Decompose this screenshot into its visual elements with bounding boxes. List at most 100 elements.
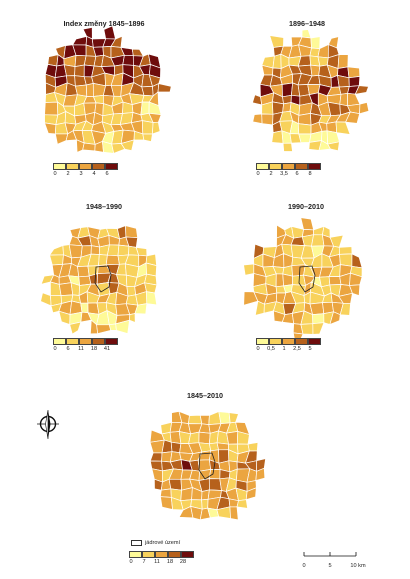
legend-ticks: 0 6 11 18 41 [53,345,118,354]
municipality-area [72,35,88,46]
legend-ticks: 0 2 3,5 6 8 [256,170,321,179]
legend-tick-label: 11 [154,558,160,565]
municipality-area [275,273,284,288]
municipality-area [312,322,325,335]
municipality-area [327,141,340,152]
municipality-area [120,139,135,152]
panel-title-5: 1845–2010 [187,391,223,400]
municipality-area [47,54,59,67]
municipality-area [96,324,112,335]
core-territory-outline [198,452,216,480]
legend-tick-label: 0 [256,170,260,177]
legend-swatch [79,163,92,170]
municipality-area [218,411,231,425]
legend-swatch [168,551,181,558]
legend-swatches [256,163,321,170]
municipality-area [149,452,163,462]
core-territory-label: jádrové území [145,540,181,546]
legend-swatches [53,338,118,345]
municipality-area [261,113,274,126]
legend-swatch [66,338,79,345]
municipality-area [198,431,211,445]
municipality-area [160,488,172,498]
municipality-area [74,64,85,78]
legend-swatch [282,338,295,345]
municipality-area [351,253,363,269]
legend-swatch [53,163,66,170]
legend-tick-label: 3,5 [280,170,288,177]
municipality-area [243,263,255,276]
municipality-area [281,82,293,98]
legend-tick-label: 6 [105,170,109,177]
legend-tick-label: 0 [53,170,57,177]
municipality-area [252,113,263,125]
legend-3: 0 6 11 18 41 [53,338,118,354]
legend-swatch [295,163,308,170]
scale-bar-line [303,552,357,557]
legend-swatch [53,338,66,345]
legend-tick-label: 7 [142,558,146,565]
legend-swatch [105,163,118,170]
scale-tick-5: 5 [328,563,332,569]
legend-tick-label: 0 [129,558,133,565]
municipality-area [77,265,90,278]
legend-tick-label: 2,5 [293,345,301,352]
core-territory-swatch [131,540,142,546]
municipality-area [54,133,69,145]
legend-tick-label: 0 [53,345,57,352]
scale-bar: 0 5 10 km [298,545,366,571]
legend-tick-label: 6 [295,170,299,177]
municipality-area [297,123,312,135]
municipality-area [311,234,325,247]
municipality-area [347,92,361,107]
legend-swatch [92,163,105,170]
municipality-area [44,122,57,135]
legend-swatch [269,163,282,170]
municipality-area [297,112,312,126]
panel-title-4: 1990–2010 [288,202,324,211]
legend-tick-label: 5 [308,345,312,352]
panel-title-3: 1948–1990 [86,202,122,211]
municipality-area [122,54,134,66]
municipality-area [282,142,293,152]
municipality-area [157,83,172,93]
legend-tick-label: 18 [166,558,174,565]
municipality-area [141,120,154,135]
legend-tick-label: 8 [308,170,312,177]
legend-swatches [256,338,321,345]
municipality-area [106,244,120,257]
legend-swatch [142,551,155,558]
municipality-area [40,292,52,307]
municipality-area [298,133,312,143]
municipality-area [199,414,210,425]
municipality-area [328,276,342,286]
legend-tick-label: 4 [92,170,96,177]
municipality-area [254,300,265,316]
municipality-area [105,254,120,266]
municipality-area [236,499,249,509]
municipality-area [115,319,130,335]
legend-tick-label: 6 [66,345,70,352]
municipality-area [339,302,351,316]
municipality-area [216,442,229,451]
municipality-area [229,506,239,521]
legend-swatch [269,338,282,345]
map-1845-2010 [149,410,267,521]
core-territory-outline [298,265,316,293]
legend-swatch [256,338,269,345]
municipality-area [335,121,351,135]
legend-swatch [295,338,308,345]
municipality-area [348,75,361,87]
municipality-area [125,225,139,239]
municipality-area [247,441,259,452]
municipality-area [354,85,369,95]
legend-swatch [155,551,168,558]
municipality-area [141,86,154,97]
municipality-area [82,142,96,152]
legend-tick-label: 18 [90,345,98,352]
municipality-area [309,302,325,315]
municipality-area [159,496,174,510]
municipality-area [140,101,150,116]
map-1896-1948 [252,29,370,152]
map-1990-2010 [243,217,363,344]
